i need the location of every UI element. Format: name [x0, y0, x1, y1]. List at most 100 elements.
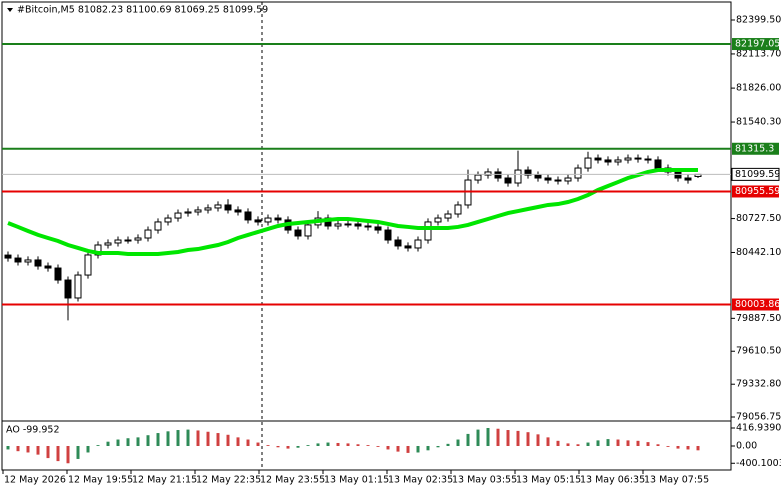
candle-body [304, 224, 312, 237]
candle-body [394, 239, 402, 247]
candle-body [204, 207, 212, 211]
candle-body [574, 167, 582, 179]
ao-bar [36, 446, 40, 455]
candle-body [474, 174, 482, 181]
candle-body [144, 229, 152, 239]
ao-bar [586, 442, 590, 446]
ao-bar [526, 432, 530, 446]
candle-body [24, 259, 32, 263]
ao-bar [506, 430, 510, 446]
ao-tick-label: -400.1003 [736, 458, 781, 469]
candle-body [264, 217, 272, 223]
ao-bar [126, 438, 130, 446]
ao-bar [656, 444, 660, 446]
ao-bar [536, 434, 540, 446]
ao-bar [196, 430, 200, 446]
ao-bar [346, 443, 350, 446]
candle-body [624, 157, 632, 161]
ao-bar [576, 444, 580, 446]
candle-body [214, 204, 222, 209]
ao-bar [436, 446, 440, 448]
ao-bar [226, 434, 230, 446]
ao-bar [666, 446, 670, 447]
candle-body [104, 242, 112, 246]
candle-body [274, 217, 282, 221]
candle-body [44, 265, 52, 269]
x-tick-label: 12 May 23:55 [260, 475, 325, 486]
ao-bar [266, 445, 270, 446]
ao-bar [466, 433, 470, 446]
ao-bar [546, 437, 550, 446]
ao-bar [636, 440, 640, 446]
candle-body [384, 229, 392, 241]
ao-tick-label: 0.00 [736, 441, 757, 452]
candle-body [494, 171, 502, 179]
x-tick-label: 13 May 06:35 [580, 475, 645, 486]
y-tick-label: 79610.50 [736, 346, 781, 357]
ao-bar [66, 446, 70, 464]
ao-bar [256, 442, 260, 446]
ao-bar [246, 439, 250, 446]
candle-body [514, 169, 522, 184]
ao-bar [336, 442, 340, 446]
ao-bar [316, 443, 320, 446]
candle-body [114, 239, 122, 244]
ao-bar [476, 429, 480, 446]
ao-bar [426, 446, 430, 451]
dropdown-icon [7, 8, 13, 12]
level-label: 81315.3 [735, 143, 774, 154]
candle-body [564, 177, 572, 182]
candle-body [404, 245, 412, 249]
candle-body [94, 244, 102, 256]
candle-body [644, 158, 652, 161]
candle-body [194, 209, 202, 213]
candle-body [344, 223, 352, 226]
ao-bar [616, 439, 620, 446]
ao-bar [396, 446, 400, 452]
level-label-box [732, 142, 779, 155]
ao-bar [406, 446, 410, 453]
candle-body [614, 159, 622, 163]
ao-bar [306, 445, 310, 446]
y-tick-label: 82399.50 [736, 14, 781, 25]
candle-body [554, 179, 562, 182]
candle-body [184, 211, 192, 214]
ao-bar [366, 445, 370, 446]
ao-bar [236, 437, 240, 446]
candle-body [84, 254, 92, 276]
candle-body [294, 229, 302, 237]
ao-bar [416, 446, 420, 453]
ao-bar [286, 446, 290, 449]
x-tick-label: 12 May 22:35 [196, 475, 261, 486]
candle-body [364, 225, 372, 228]
level-label: 80955.59 [735, 186, 780, 197]
candle-body [164, 217, 172, 223]
candle-body [14, 257, 22, 263]
x-tick-label: 12 May 21:15 [132, 475, 197, 486]
ao-bar [86, 446, 90, 453]
level-label-box [732, 38, 779, 51]
ao-bar [516, 430, 520, 446]
last-price-label: 81099.59 [735, 169, 780, 180]
candle-body [234, 209, 242, 213]
candle-body [534, 174, 542, 179]
ao-bar [686, 446, 690, 450]
candle-body [684, 177, 692, 181]
candle-body [74, 274, 82, 299]
ao-bar [446, 443, 450, 446]
ao-bar [26, 446, 30, 453]
candle-body [334, 223, 342, 227]
x-tick-label: 13 May 01:15 [324, 475, 389, 486]
ao-bar [46, 446, 50, 459]
candle-body [54, 267, 62, 281]
ao-bar [376, 446, 380, 447]
x-tick-label: 13 May 07:55 [644, 475, 709, 486]
ao-bar [116, 439, 120, 446]
candle-body [174, 212, 182, 219]
y-tick-label: 80442.10 [736, 247, 781, 258]
main-frame [1, 1, 732, 422]
candle-body [34, 259, 42, 267]
candle-body [224, 204, 232, 211]
ao-bar [626, 440, 630, 446]
